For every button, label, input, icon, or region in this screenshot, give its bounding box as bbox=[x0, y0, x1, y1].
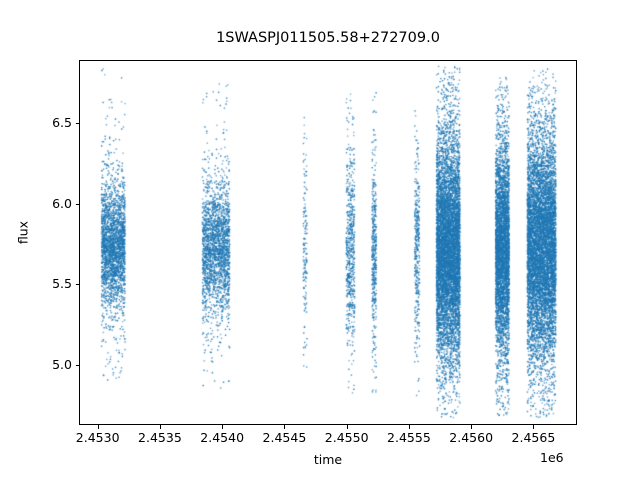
x-tick-label: 2.4540 bbox=[177, 430, 267, 446]
x-tick-label-text: 2.4555 bbox=[387, 430, 431, 445]
x-tick-label: 2.4555 bbox=[364, 430, 454, 446]
x-tick-mark bbox=[346, 425, 348, 429]
x-tick-label-text: 2.4540 bbox=[200, 430, 245, 445]
x-tick-mark bbox=[284, 425, 286, 429]
y-tick-mark bbox=[75, 122, 79, 124]
x-tick-label-text: 2.4545 bbox=[262, 430, 307, 445]
x-tick-mark bbox=[471, 425, 473, 429]
x-tick-label: 2.4565 bbox=[488, 430, 578, 446]
y-tick-label: 6.0 bbox=[0, 196, 72, 212]
y-tick-label: 6.5 bbox=[0, 115, 72, 131]
x-tick-mark bbox=[533, 425, 535, 429]
y-tick-mark bbox=[75, 365, 79, 367]
y-tick-label-text: 6.5 bbox=[52, 114, 72, 130]
x-tick-mark bbox=[408, 425, 410, 429]
y-tick-label-text: 5.0 bbox=[52, 357, 72, 373]
y-tick-label-text: 6.0 bbox=[52, 195, 72, 211]
x-tick-mark bbox=[97, 425, 99, 429]
x-axis-label: time bbox=[313, 452, 343, 467]
page-title: 1SWASPJ011505.58+272709.0 bbox=[216, 30, 440, 46]
x-axis-offset-text: 1e6 bbox=[540, 450, 564, 465]
x-tick-label: 2.4535 bbox=[115, 430, 205, 446]
x-tick-label-text: 2.4535 bbox=[138, 430, 182, 445]
x-tick-label: 2.4560 bbox=[426, 430, 516, 446]
x-tick-label-text: 2.4550 bbox=[324, 430, 369, 445]
x-tick-label-text: 2.4560 bbox=[449, 430, 494, 445]
y-tick-label-text: 5.5 bbox=[52, 276, 72, 292]
y-tick-label: 5.5 bbox=[0, 276, 72, 292]
x-tick-label: 2.4530 bbox=[53, 430, 143, 446]
y-tick-mark bbox=[75, 203, 79, 205]
y-tick-label: 5.0 bbox=[0, 357, 72, 373]
x-tick-label-text: 2.4565 bbox=[511, 430, 556, 445]
x-tick-label-text: 2.4530 bbox=[75, 430, 120, 445]
y-axis-label: flux bbox=[15, 220, 31, 245]
scatter-plot-canvas bbox=[80, 61, 576, 424]
y-tick-mark bbox=[75, 284, 79, 286]
x-tick-label: 2.4550 bbox=[302, 430, 392, 446]
x-tick-label: 2.4545 bbox=[239, 430, 329, 446]
x-tick-mark bbox=[222, 425, 224, 429]
x-tick-mark bbox=[159, 425, 161, 429]
